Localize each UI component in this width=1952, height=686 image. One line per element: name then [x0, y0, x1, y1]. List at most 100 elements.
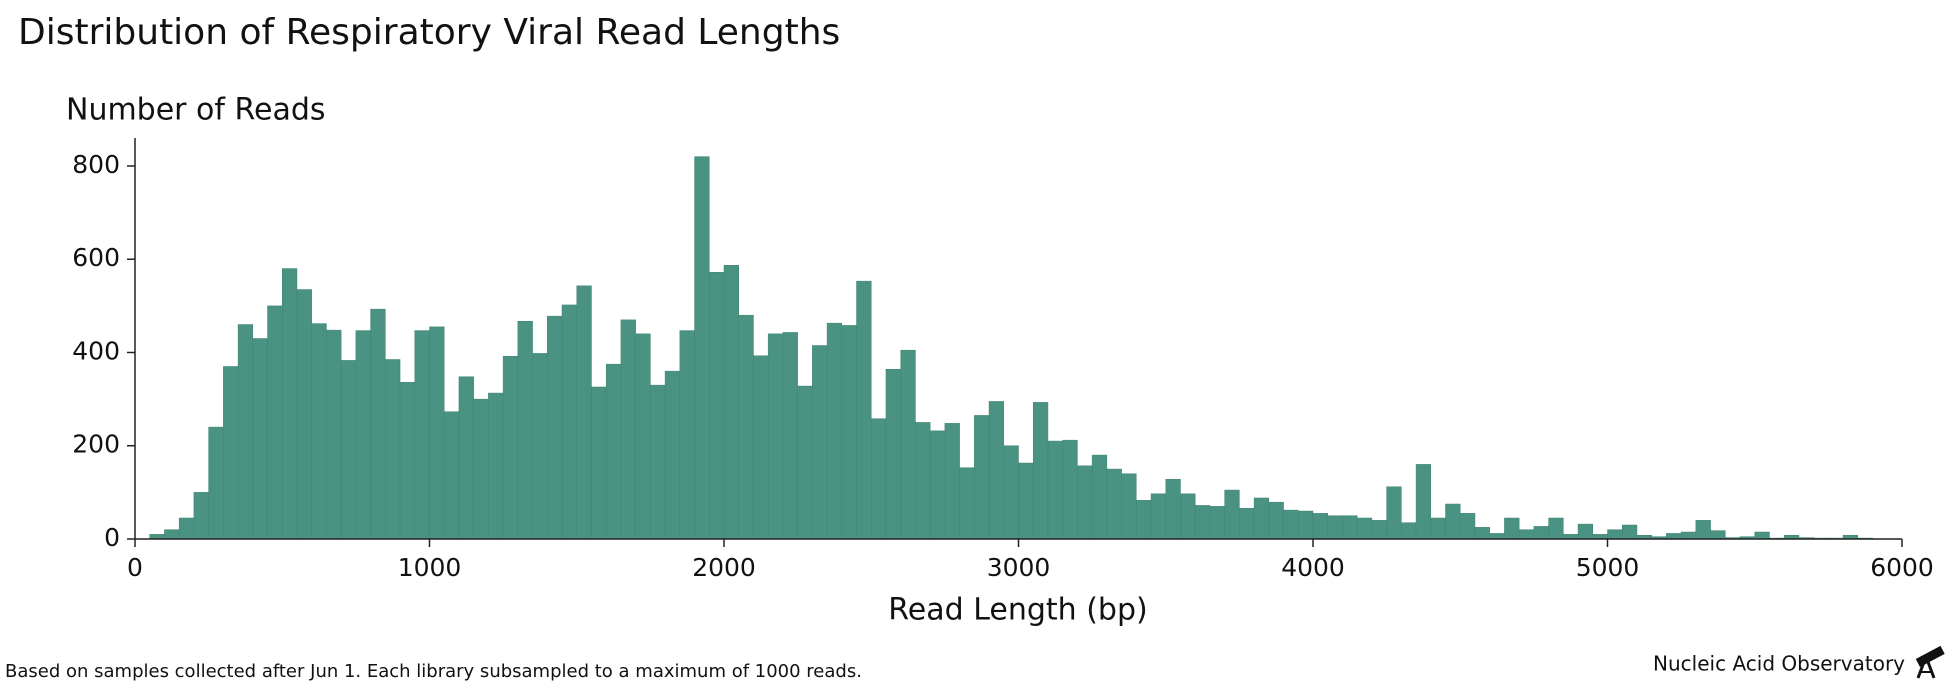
bar	[1194, 505, 1211, 540]
footnote: Based on samples collected after Jun 1. …	[5, 661, 862, 682]
bar	[1504, 517, 1520, 540]
bar	[591, 386, 607, 540]
bar	[208, 426, 224, 540]
bar	[841, 325, 857, 540]
bar	[1474, 527, 1490, 540]
bar	[900, 349, 916, 540]
credit: Nucleic Acid Observatory	[1653, 652, 1905, 676]
bar	[1401, 522, 1417, 540]
bar	[679, 330, 695, 540]
bar	[1298, 510, 1314, 540]
bar	[1710, 530, 1726, 540]
bar	[267, 305, 283, 540]
bar	[929, 430, 946, 540]
bar	[767, 333, 784, 540]
bar	[399, 382, 416, 540]
bar	[1121, 473, 1137, 540]
bar	[429, 326, 445, 540]
bar	[443, 411, 460, 540]
bar	[1371, 520, 1387, 540]
bar	[1224, 489, 1240, 540]
bar	[1077, 465, 1093, 540]
bar	[311, 323, 327, 540]
bar	[1489, 533, 1505, 540]
bar	[488, 392, 504, 540]
bar	[237, 324, 254, 540]
bar	[915, 422, 931, 540]
bar	[738, 314, 754, 540]
bar	[355, 330, 371, 540]
bar	[1577, 523, 1594, 540]
bar	[282, 268, 298, 540]
bar	[385, 359, 401, 540]
bar	[1253, 497, 1270, 540]
bar	[517, 320, 533, 540]
bar	[1430, 517, 1446, 540]
bar	[1695, 520, 1711, 540]
bar	[1018, 462, 1034, 540]
bar	[1386, 486, 1402, 540]
bar	[164, 529, 180, 540]
bar	[1047, 440, 1063, 540]
bar	[1165, 479, 1181, 540]
bar	[826, 322, 843, 540]
bar	[458, 376, 474, 540]
bar	[1239, 507, 1255, 540]
bar	[532, 353, 548, 540]
bar	[252, 338, 268, 540]
bar	[1312, 513, 1328, 540]
bar	[502, 355, 519, 540]
bar	[1680, 531, 1697, 540]
bar	[1460, 513, 1476, 540]
bar	[1754, 531, 1770, 540]
bar	[605, 363, 622, 540]
bar	[1342, 515, 1358, 540]
bar	[974, 415, 990, 540]
bar	[1003, 445, 1019, 540]
bar	[944, 423, 960, 540]
y-axis-label: Number of Reads	[66, 93, 326, 128]
bar	[1180, 493, 1196, 540]
y-tick-label: 0	[104, 523, 120, 552]
x-tick-label: 5000	[1576, 553, 1640, 582]
bar	[296, 289, 312, 540]
bar	[635, 333, 651, 540]
bar	[1268, 501, 1284, 540]
x-tick-label: 4000	[1281, 553, 1345, 582]
bar	[340, 360, 357, 540]
bar	[1106, 468, 1122, 540]
bar	[547, 315, 563, 540]
y-tick-label: 400	[72, 336, 120, 365]
bar	[178, 517, 195, 540]
y-tick-label: 200	[72, 430, 120, 459]
bar	[694, 156, 710, 540]
plot-area: 0 200 400 600 800 0 1000 2000 3000 4000 5000 6000	[72, 138, 1934, 582]
x-tick-label: 1000	[398, 553, 462, 582]
bar	[885, 369, 901, 540]
bar	[1533, 526, 1549, 540]
bar	[1445, 503, 1461, 540]
chart-title: Distribution of Respiratory Viral Read L…	[18, 12, 840, 53]
bar	[871, 418, 887, 540]
bar	[709, 272, 725, 540]
y-tick-label: 600	[72, 243, 120, 272]
bar	[959, 467, 975, 540]
x-tick-label: 0	[127, 553, 143, 582]
bar	[650, 384, 666, 540]
bar	[1666, 533, 1682, 540]
bar	[797, 385, 813, 540]
bar	[414, 330, 430, 540]
x-tick-label: 3000	[987, 553, 1051, 582]
bar	[326, 329, 342, 540]
bar	[1283, 509, 1299, 540]
bar	[1209, 506, 1225, 540]
x-tick-label: 2000	[692, 553, 756, 582]
bar	[753, 355, 769, 540]
bar	[473, 398, 489, 540]
x-axis-label: Read Length (bp)	[888, 593, 1147, 628]
bar	[1032, 402, 1049, 540]
bar	[1518, 529, 1535, 540]
bar	[561, 304, 578, 540]
